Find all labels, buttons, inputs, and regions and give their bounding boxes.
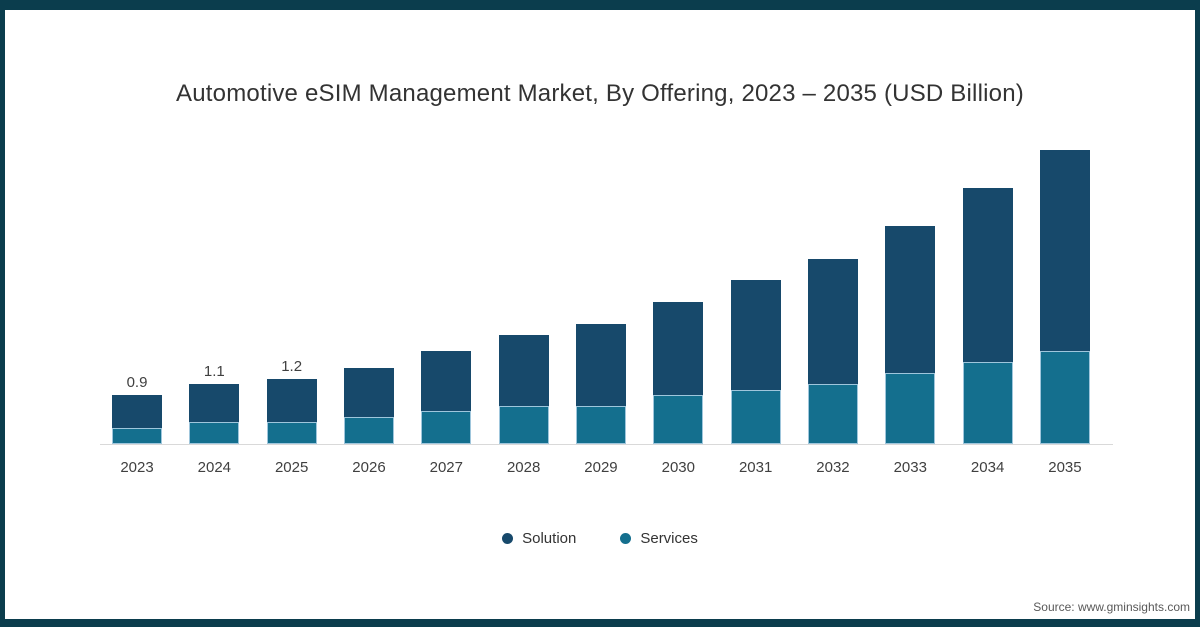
bar-segment-solution: [266, 378, 317, 423]
bar-segment-services: [189, 422, 240, 444]
bar-segment-solution: [807, 258, 858, 384]
bar-column-2030: [653, 144, 704, 444]
bar-segment-services: [112, 427, 162, 444]
bar-segment-solution: [189, 384, 240, 423]
x-tick-label-2023: 2023: [120, 459, 154, 476]
bar-column-2032: [807, 144, 858, 444]
x-axis-line: [100, 444, 1113, 445]
bar-total-label: 0.9: [126, 373, 148, 391]
bar-segment-solution: [575, 324, 626, 406]
x-axis-labels: 2023 2024 2025 2026 2027 2028 2029 2030 2031 2032…: [112, 459, 1090, 476]
bar-segment-services: [807, 384, 858, 444]
bar-column-2028: [498, 144, 549, 444]
bar-total-label: 1.1: [203, 363, 225, 381]
legend-item-solution: Solution: [502, 530, 576, 547]
bar-segment-solution: [653, 302, 704, 395]
bar-segment-solution: [498, 334, 549, 406]
bar-column-2026: [343, 144, 394, 444]
bar-column-2034: [962, 144, 1013, 444]
legend-label: Solution: [522, 530, 577, 547]
bar-segment-solution: [112, 394, 162, 428]
bar-segment-services: [575, 405, 626, 444]
bar-segment-services: [962, 362, 1013, 444]
legend-dot-icon: [502, 533, 514, 544]
bar-segment-solution: [885, 225, 936, 374]
bar-segment-services: [653, 394, 704, 444]
bar-segment-solution: [421, 351, 472, 412]
x-tick-label-2029: 2029: [584, 459, 618, 476]
bar-segment-solution: [730, 280, 781, 390]
x-tick-label-2028: 2028: [506, 459, 541, 476]
chart-title: Automotive eSIM Management Market, By Of…: [176, 80, 1024, 107]
bar-segment-services: [885, 373, 936, 444]
x-tick-label-2031: 2031: [738, 459, 773, 476]
x-tick-label-2027: 2027: [429, 459, 463, 476]
bar-segment-services: [730, 389, 781, 444]
bar-segment-solution: [962, 187, 1013, 363]
x-tick-label-2025: 2025: [274, 459, 309, 476]
x-tick-label-2034: 2034: [970, 459, 1005, 476]
plot-area: 0.9 1.1 1.2: [112, 144, 1090, 444]
legend-label: Services: [640, 530, 698, 547]
bar-column-2025: 1.2: [266, 144, 317, 444]
bar-segment-services: [343, 416, 394, 444]
x-tick-label-2035: 2035: [1048, 459, 1082, 476]
bar-column-2024: 1.1: [189, 144, 240, 444]
bar-column-2029: [575, 144, 626, 444]
x-tick-label-2030: 2030: [661, 459, 695, 476]
bar-column-2031: [730, 144, 781, 444]
bar-column-2027: [421, 144, 472, 444]
bar-segment-solution: [1039, 149, 1090, 352]
bar-segment-services: [266, 422, 317, 444]
source-note: Source: www.gminsights.com: [1033, 600, 1190, 614]
bar-segment-services: [421, 411, 472, 444]
legend-dot-icon: [620, 533, 632, 544]
x-tick-label-2032: 2032: [816, 459, 850, 476]
bar-column-2023: 0.9: [112, 144, 162, 444]
x-tick-label-2033: 2033: [893, 459, 927, 476]
x-tick-label-2026: 2026: [352, 459, 386, 476]
bar-segment-services: [1039, 351, 1090, 444]
legend: Solution Services: [5, 530, 1195, 547]
bar-segment-solution: [343, 367, 394, 417]
bar-segment-services: [498, 405, 549, 444]
legend-item-services: Services: [620, 530, 698, 547]
x-tick-label-2024: 2024: [197, 459, 232, 476]
bar-column-2033: [885, 144, 936, 444]
bar-column-2035: [1039, 144, 1090, 444]
bar-total-label: 1.2: [281, 357, 303, 375]
